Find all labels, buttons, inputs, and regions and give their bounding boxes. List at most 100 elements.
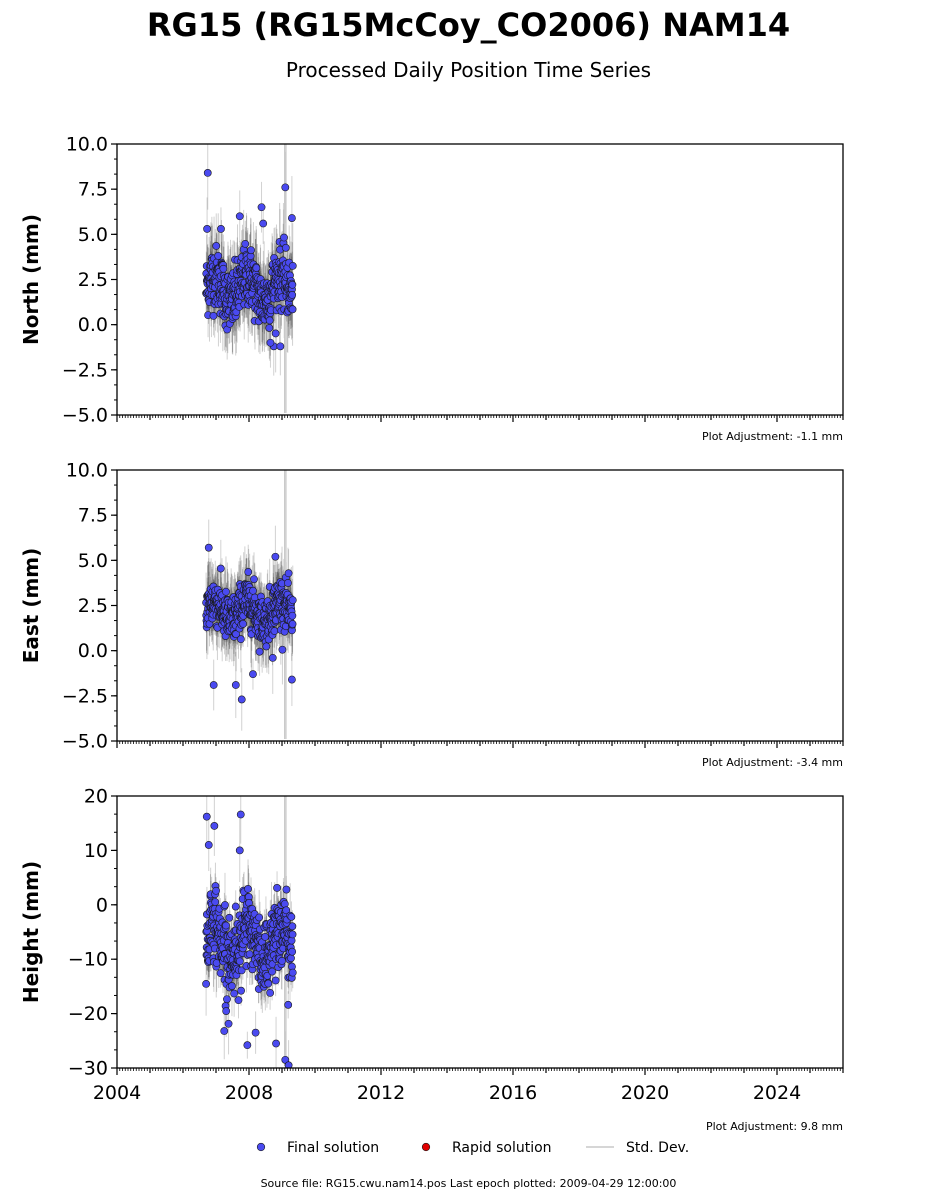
data-point xyxy=(282,885,291,894)
source-file-label: Source file: RG15.cwu.nam14.pos xyxy=(260,1177,447,1190)
data-point xyxy=(252,264,261,272)
y-tick-label: 10 xyxy=(84,840,108,862)
data-point xyxy=(235,212,244,221)
data-point xyxy=(222,921,230,930)
data-point xyxy=(255,647,264,656)
data-point xyxy=(251,1028,260,1037)
data-point xyxy=(204,841,213,849)
data-point xyxy=(288,280,297,289)
data-point xyxy=(221,901,229,909)
data-point xyxy=(288,305,297,314)
data-point xyxy=(271,976,280,985)
plot-adjustment-label: Plot Adjustment: -1.1 mm xyxy=(702,430,843,443)
data-point xyxy=(228,982,236,990)
legend-item-std.: Std. Dev. xyxy=(586,1140,689,1156)
data-point xyxy=(241,239,250,248)
data-point xyxy=(214,251,223,260)
data-point xyxy=(202,979,210,988)
data-point xyxy=(287,675,296,684)
y-tick-label: 5.0 xyxy=(78,224,108,246)
data-point xyxy=(288,922,297,931)
data-point xyxy=(262,642,271,651)
data-point xyxy=(270,627,279,635)
data-point xyxy=(288,291,297,299)
y-axis-label: North (mm) xyxy=(19,214,43,345)
y-tick-label: 10.0 xyxy=(66,134,108,156)
legend-item-final: Final solution xyxy=(256,1140,379,1156)
data-point xyxy=(211,898,220,906)
y-tick-label: 0.0 xyxy=(78,314,108,336)
data-point xyxy=(202,812,211,821)
data-point xyxy=(266,338,275,347)
x-tick-label: 2016 xyxy=(489,1082,537,1104)
x-tick-label: 2012 xyxy=(357,1082,405,1104)
x-tick-label: 2008 xyxy=(225,1082,273,1104)
y-tick-label: 7.5 xyxy=(78,505,108,527)
data-point xyxy=(203,225,211,233)
data-point xyxy=(288,947,297,956)
data-series-final xyxy=(202,144,297,413)
y-tick-label: −10 xyxy=(68,949,108,971)
data-point xyxy=(271,329,280,338)
data-point xyxy=(273,884,281,892)
x-tick-label: 2004 xyxy=(93,1082,141,1104)
y-tick-label: 2.5 xyxy=(78,269,108,291)
data-point xyxy=(203,169,212,177)
data-point xyxy=(265,324,274,332)
data-point xyxy=(232,630,241,639)
data-point xyxy=(231,902,240,911)
data-point xyxy=(249,670,257,679)
data-point xyxy=(288,930,297,939)
data-point xyxy=(219,264,228,273)
data-point xyxy=(287,214,296,222)
data-point xyxy=(234,996,243,1005)
panel-north: 10.0 7.5 5.0 2.5 0.0 −2.5 −5.0 North (mm) Plot A… xyxy=(19,134,844,443)
data-point xyxy=(278,645,287,654)
y-tick-label: 5.0 xyxy=(78,550,108,572)
data-point xyxy=(287,912,296,921)
y-tick-label: −5.0 xyxy=(62,731,108,753)
data-point xyxy=(230,989,239,998)
y-tick-label: −20 xyxy=(68,1003,108,1025)
data-point xyxy=(282,906,291,915)
x-tick-label: 2024 xyxy=(753,1082,801,1104)
data-point xyxy=(237,986,245,995)
data-point xyxy=(222,587,230,596)
data-point xyxy=(223,995,231,1004)
legend-marker xyxy=(421,1142,431,1152)
y-tick-label: −2.5 xyxy=(62,359,108,381)
data-point xyxy=(244,568,253,576)
data-point xyxy=(210,822,219,830)
data-point xyxy=(243,1041,252,1050)
data-point xyxy=(209,311,218,320)
data-point xyxy=(284,579,292,587)
data-point xyxy=(278,956,286,965)
data-point xyxy=(287,954,295,963)
legend-marker xyxy=(256,1142,266,1152)
data-point xyxy=(284,1061,293,1068)
data-point xyxy=(239,619,247,628)
legend: Final solution Rapid solution Std. Dev. xyxy=(256,1140,689,1156)
data-point xyxy=(236,810,245,819)
y-tick-label: 0.0 xyxy=(78,640,108,662)
y-axis-label: Height (mm) xyxy=(19,861,43,1003)
data-point xyxy=(284,569,293,578)
y-tick-label: 0 xyxy=(96,894,108,916)
chart-title: RG15 (RG15McCoy_CO2006) NAM14 xyxy=(146,6,791,44)
data-point xyxy=(209,681,218,689)
data-point xyxy=(237,966,246,975)
data-point xyxy=(212,886,220,895)
data-point xyxy=(284,1000,293,1009)
data-point xyxy=(224,1019,233,1028)
y-tick-label: −30 xyxy=(68,1058,108,1080)
data-point xyxy=(216,969,225,978)
data-point xyxy=(288,968,297,977)
data-point xyxy=(288,261,297,270)
legend-label: Std. Dev. xyxy=(626,1140,689,1156)
last-epoch-label: Last epoch plotted: 2009-04-29 12:00:00 xyxy=(449,1177,677,1190)
data-point xyxy=(237,695,246,704)
y-tick-label: −5.0 xyxy=(62,405,108,427)
y-tick-label: 2.5 xyxy=(78,595,108,617)
data-point xyxy=(272,1039,280,1048)
